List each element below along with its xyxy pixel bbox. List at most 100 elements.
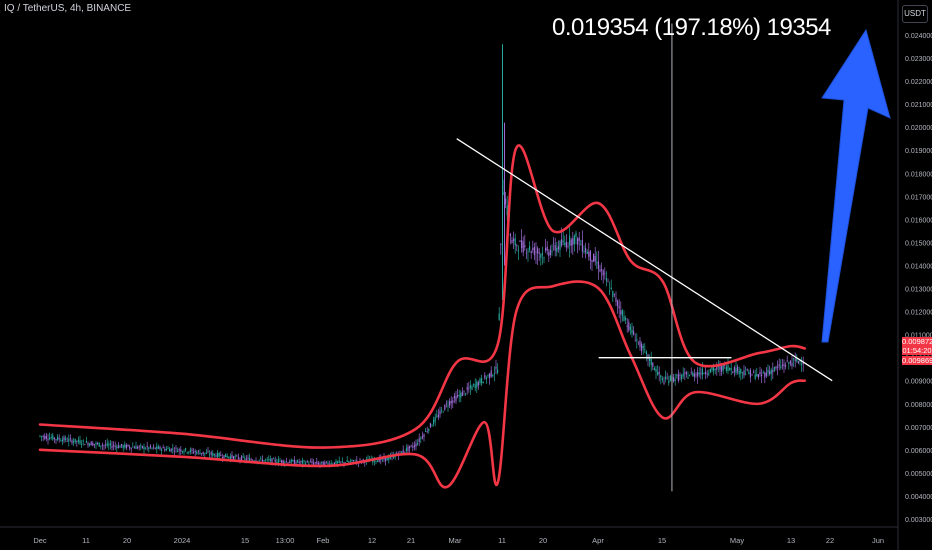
candle-body xyxy=(689,375,691,377)
candle-body xyxy=(148,447,150,449)
candle-body xyxy=(513,239,515,241)
candle-body xyxy=(602,270,604,276)
candle-body xyxy=(407,446,409,451)
time-tick-label: 20 xyxy=(123,536,131,545)
candle-body xyxy=(553,243,555,244)
candle-body xyxy=(479,378,481,384)
candle-body xyxy=(577,238,579,245)
candle-body xyxy=(89,443,91,446)
time-tick-label: 13 xyxy=(787,536,795,545)
candle-body xyxy=(649,358,651,361)
candle-body xyxy=(511,239,513,244)
candle-body xyxy=(581,239,583,252)
candle-body xyxy=(410,445,412,447)
candle-body xyxy=(580,244,582,246)
candle-body xyxy=(225,453,227,458)
candle-body xyxy=(634,340,636,342)
candle-body xyxy=(756,374,758,377)
candle-body xyxy=(481,378,483,384)
candle-body xyxy=(261,459,263,462)
candle-body xyxy=(66,441,68,442)
current-price-value: 0.009872 xyxy=(902,337,932,346)
candle-body xyxy=(452,400,454,403)
candle-body xyxy=(279,460,281,462)
candle-body xyxy=(113,445,115,447)
candle-body xyxy=(749,369,751,378)
candle-body xyxy=(781,365,783,366)
candle-body xyxy=(300,461,302,462)
candle-body xyxy=(81,443,83,445)
candle-body xyxy=(103,445,105,446)
drawings-layer[interactable] xyxy=(456,23,891,492)
time-tick-label: 20 xyxy=(539,536,547,545)
arrow-up-icon[interactable] xyxy=(821,28,891,343)
candle-body xyxy=(167,448,169,450)
candle-body xyxy=(105,444,107,446)
current-price-badge: 0.009872 01:54:20 xyxy=(902,337,932,355)
candle-body xyxy=(305,463,307,465)
candle-body xyxy=(575,232,577,237)
candle-body xyxy=(449,401,451,406)
candle-body xyxy=(194,451,196,453)
candle-body xyxy=(258,459,260,461)
candle-body xyxy=(543,257,545,259)
candle-body xyxy=(428,428,430,431)
candle-body xyxy=(637,341,639,343)
candle-body xyxy=(719,366,721,370)
candle-body xyxy=(692,372,694,377)
candle-body xyxy=(650,359,652,366)
candle-body xyxy=(468,388,470,390)
time-tick-label: 12 xyxy=(368,536,376,545)
candle-body xyxy=(346,460,348,462)
candle-body xyxy=(413,445,415,448)
candle-body xyxy=(588,252,590,257)
price-tick-label: 0.003000 xyxy=(905,517,932,524)
candle-body xyxy=(389,456,391,459)
candle-body xyxy=(653,367,655,371)
candle-body xyxy=(673,377,675,382)
candle-body xyxy=(618,306,620,309)
candle-body xyxy=(665,376,667,380)
candle-body xyxy=(84,444,86,445)
currency-button[interactable]: USDT xyxy=(902,5,928,23)
candle-body xyxy=(207,451,209,453)
candle-body xyxy=(308,463,310,465)
candle-body xyxy=(721,365,723,372)
candle-body xyxy=(682,373,684,377)
candle-body xyxy=(44,435,46,439)
price-axis[interactable]: 0.024000 0.023000 0.022000 0.021000 0.020000… xyxy=(905,33,932,524)
candle-body xyxy=(711,366,713,371)
candle-body xyxy=(681,375,683,379)
candle-body xyxy=(567,245,569,247)
candle-body xyxy=(801,364,803,365)
candle-body xyxy=(385,457,387,462)
candle-body xyxy=(626,325,628,327)
candle-body xyxy=(788,362,790,364)
symbol-label[interactable]: IQ / TetherUS, 4h, BINANCE xyxy=(4,3,132,14)
time-axis[interactable]: Dec 11 20 2024 15 13:00 Feb 12 21 Mar 11 20 Apr 15 May… xyxy=(33,536,884,545)
candle-body xyxy=(591,260,593,263)
candle-body xyxy=(165,448,167,451)
candle-body xyxy=(41,436,43,438)
candle-body xyxy=(181,451,183,453)
candle-body xyxy=(49,437,51,440)
candle-body xyxy=(178,449,180,451)
candle-body xyxy=(613,293,615,295)
candle-body xyxy=(661,378,663,381)
candle-body xyxy=(465,393,467,395)
candle-body xyxy=(461,392,463,397)
candle-body xyxy=(210,452,212,455)
price-tick-label: 0.012000 xyxy=(905,310,932,317)
candle-body xyxy=(509,233,511,237)
candle-body xyxy=(546,246,548,251)
candle-body xyxy=(55,439,57,440)
candle-body xyxy=(541,253,543,256)
candle-body xyxy=(729,368,731,370)
candle-body xyxy=(628,322,630,331)
candle-body xyxy=(684,372,686,374)
candle-body xyxy=(666,378,668,380)
trendline[interactable] xyxy=(456,138,833,382)
candle-body xyxy=(569,235,571,246)
candle-body xyxy=(285,461,287,463)
